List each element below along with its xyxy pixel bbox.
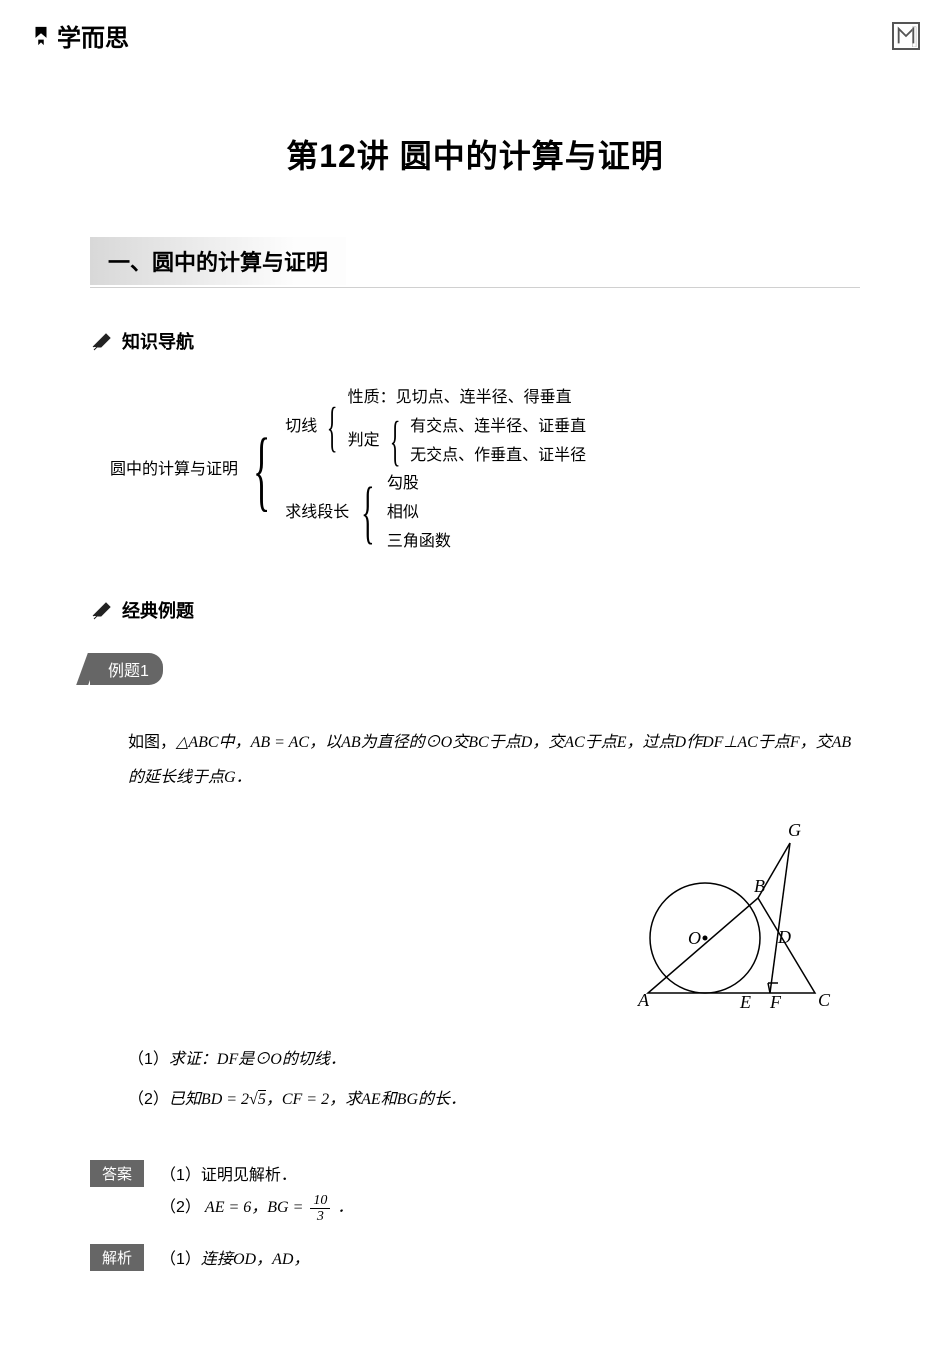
knowledge-mindmap: 圆中的计算与证明 { 切线 { 性质：见切点、连半径、得垂直 判定 { 有交点、… — [110, 384, 950, 557]
q2-prefix: （2） — [128, 1091, 169, 1108]
mindmap-method-2: 相似 — [387, 499, 451, 528]
mindmap-method-1: 勾股 — [387, 470, 451, 499]
sub-questions: （1）求证：DF是⊙O的切线． （2）已知BD = 2√5，CF = 2，求AE… — [128, 1040, 950, 1120]
ana1-prefix: （1） — [160, 1251, 201, 1268]
problem-prefix: 如图， — [128, 734, 176, 751]
label-E: E — [739, 992, 751, 1010]
problem-statement: 如图，△ABC中，AB = AC，以AB为直径的⊙O交BC于点D，交AC于点E，… — [128, 725, 860, 795]
question-1: （1）求证：DF是⊙O的切线． — [128, 1040, 950, 1080]
answer-content: （1）证明见解析． （2） AE = 6，BG = 103 ． — [160, 1160, 353, 1224]
bracket-icon: { — [253, 430, 270, 511]
q1-prefix: （1） — [128, 1051, 169, 1068]
label-B: B — [754, 876, 765, 896]
section-header: 一、圆中的计算与证明 — [90, 237, 860, 288]
page-title: 第12讲 圆中的计算与证明 — [0, 131, 950, 177]
bracket-icon: { — [327, 401, 338, 453]
problem-body: △ABC中，AB = AC，以AB为直径的⊙O交BC于点D，交AC于点E，过点D… — [128, 734, 851, 786]
mindmap-judgment-2: 无交点、作垂直、证半径 — [410, 442, 586, 471]
label-A: A — [637, 990, 650, 1010]
analysis-content: （1）连接OD，AD， — [160, 1244, 309, 1276]
telescope-icon — [90, 329, 114, 353]
frac-bot: 3 — [317, 1209, 324, 1224]
classic-examples-label: 经典例题 — [122, 597, 194, 623]
page-corner-icon — [892, 22, 920, 50]
frac-top: 10 — [310, 1193, 330, 1209]
knowledge-nav-label: 知识导航 — [122, 328, 194, 354]
mindmap-root: 圆中的计算与证明 — [110, 456, 238, 485]
ana1-body: 连接OD，AD， — [201, 1251, 309, 1268]
logo-icon — [30, 25, 52, 47]
analysis-label: 解析 — [90, 1244, 144, 1271]
telescope-icon — [90, 598, 114, 622]
bracket-icon: { — [361, 480, 374, 547]
section-number: 一、 — [108, 250, 152, 275]
answer-1: （1）证明见解析． — [160, 1160, 353, 1192]
geometry-figure: A B C D E F G O — [0, 810, 950, 1010]
label-G: G — [788, 820, 801, 840]
q1-body: 求证：DF是⊙O的切线． — [169, 1051, 346, 1068]
label-C: C — [818, 990, 831, 1010]
question-2: （2）已知BD = 2√5，CF = 2，求AE和BG的长． — [128, 1080, 950, 1120]
label-O: O — [688, 928, 701, 948]
mindmap-judgment: 判定 — [348, 427, 380, 456]
bracket-icon: { — [390, 415, 401, 467]
label-D: D — [777, 927, 791, 947]
section-title: 一、圆中的计算与证明 — [90, 237, 346, 285]
brand-logo: 学而思 — [30, 18, 129, 53]
header: 学而思 — [0, 0, 950, 71]
q2-body: 已知BD = 2√5，CF = 2，求AE和BG的长． — [169, 1090, 466, 1108]
mindmap-tangent-property: 性质：见切点、连半径、得垂直 — [348, 384, 586, 413]
mindmap-judgment-1: 有交点、连半径、证垂直 — [410, 413, 586, 442]
mindmap-method-3: 三角函数 — [387, 528, 451, 557]
answer-block: 答案 （1）证明见解析． （2） AE = 6，BG = 103 ． — [90, 1160, 950, 1224]
analysis-block: 解析 （1）连接OD，AD， — [90, 1244, 950, 1276]
answer-label: 答案 — [90, 1160, 144, 1187]
example-badge: 例题1 — [90, 653, 163, 685]
label-F: F — [769, 992, 782, 1010]
mindmap-tangent: 切线 — [285, 413, 317, 442]
logo-text: 学而思 — [57, 18, 129, 53]
classic-examples-header: 经典例题 — [90, 597, 950, 623]
mindmap-segment: 求线段长 — [285, 499, 349, 528]
a2-prefix: （2） — [160, 1199, 201, 1216]
a1-text: 证明见解析． — [201, 1167, 297, 1184]
analysis-1: （1）连接OD，AD， — [160, 1244, 309, 1276]
answer-2: （2） AE = 6，BG = 103 ． — [160, 1192, 353, 1224]
section-name: 圆中的计算与证明 — [152, 250, 328, 275]
a2-body: AE = 6，BG = 103 ． — [201, 1199, 354, 1216]
knowledge-nav-header: 知识导航 — [90, 328, 950, 354]
a1-prefix: （1） — [160, 1167, 201, 1184]
